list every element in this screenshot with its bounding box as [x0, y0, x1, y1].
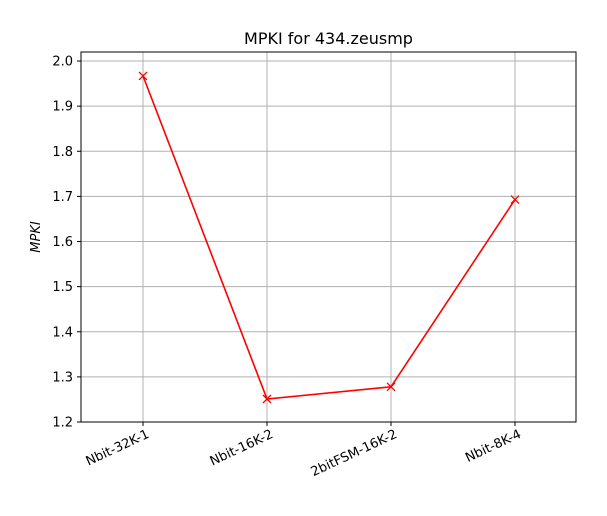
y-tick-label: 2.0 — [52, 55, 73, 70]
data-point-marker — [138, 71, 148, 81]
data-point-marker — [510, 195, 520, 205]
data-point-marker — [262, 394, 272, 404]
x-tick-label: Nbit-8K-4 — [463, 427, 524, 466]
series-markers — [138, 71, 520, 404]
x-tick-label: Nbit-16K-2 — [208, 427, 276, 469]
series-lines — [142, 75, 516, 400]
y-tick-label: 1.6 — [52, 235, 73, 250]
y-axis-label: MPKI — [29, 221, 44, 253]
y-tick-label: 1.3 — [52, 370, 73, 385]
data-point-marker — [386, 382, 396, 392]
y-tick-label: 1.8 — [52, 145, 73, 160]
grid-lines — [81, 52, 576, 423]
y-tick-label: 1.4 — [52, 325, 73, 340]
y-tick-label: 1.2 — [52, 416, 73, 431]
x-axis-ticks: Nbit-32K-1 Nbit-16K-2 2bitFSM-16K-2 Nbit-8K… — [84, 422, 524, 480]
series-line — [142, 75, 516, 400]
x-tick-label: 2bitFSM-16K-2 — [309, 427, 400, 480]
y-tick-label: 1.5 — [52, 280, 73, 295]
y-axis-ticks: 1.2 1.3 1.4 1.5 1.6 1.7 1.8 1.9 2.0 — [52, 55, 81, 431]
x-tick-label: Nbit-32K-1 — [84, 427, 152, 469]
y-tick-label: 1.9 — [52, 100, 73, 115]
y-tick-label: 1.7 — [52, 190, 73, 205]
chart-title: MPKI for 434.zeusmp — [244, 29, 413, 48]
plot-frame — [80, 51, 577, 423]
